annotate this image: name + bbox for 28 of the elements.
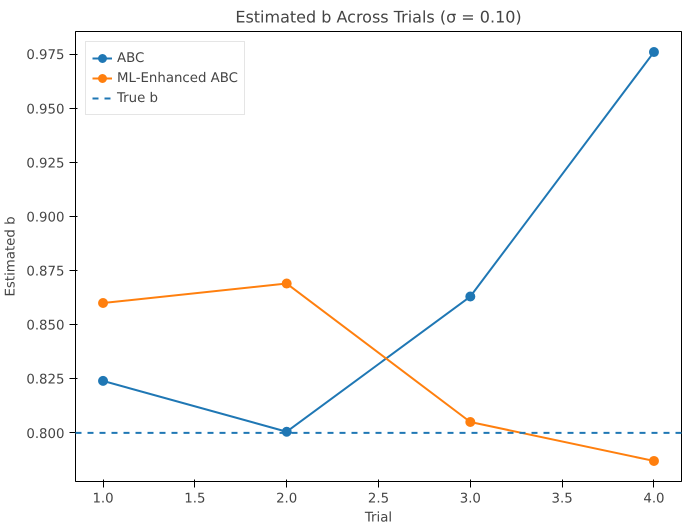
y-tick-label: 0.875 — [26, 264, 64, 280]
x-tick-label: 2.0 — [276, 492, 298, 506]
x-tick-label: 3.5 — [552, 492, 573, 506]
x-tick-label: 4.0 — [643, 492, 665, 506]
y-tick-label: 0.950 — [26, 102, 64, 118]
point — [465, 417, 476, 427]
y-tick-label: 0.850 — [26, 318, 64, 334]
x-tick-label: 3.0 — [460, 492, 481, 506]
y-tick-label: 0.825 — [26, 372, 64, 388]
chart-title: Estimated b Across Trials (σ = 0.10) — [235, 8, 522, 26]
point — [648, 47, 659, 58]
legend-label: True b — [117, 90, 158, 106]
x-tick-label: 2.5 — [368, 492, 390, 506]
point — [282, 278, 292, 289]
x-tick-label: 1.0 — [92, 492, 114, 506]
y-tick-label: 0.925 — [26, 156, 64, 172]
point — [98, 376, 108, 386]
x-axis-title: Trial — [364, 510, 392, 526]
legend-label: ABC — [117, 50, 144, 66]
y-axis-title: Estimated b — [3, 216, 18, 297]
point — [98, 298, 108, 308]
y-tick-label: 0.800 — [26, 426, 64, 442]
x-tick-label: 1.5 — [184, 492, 206, 506]
y-tick-label: 0.900 — [26, 210, 64, 226]
y-tick-label: 0.975 — [26, 48, 64, 64]
legend-label: ML-Enhanced ABC — [117, 70, 238, 86]
point — [648, 456, 659, 466]
point — [465, 292, 476, 302]
